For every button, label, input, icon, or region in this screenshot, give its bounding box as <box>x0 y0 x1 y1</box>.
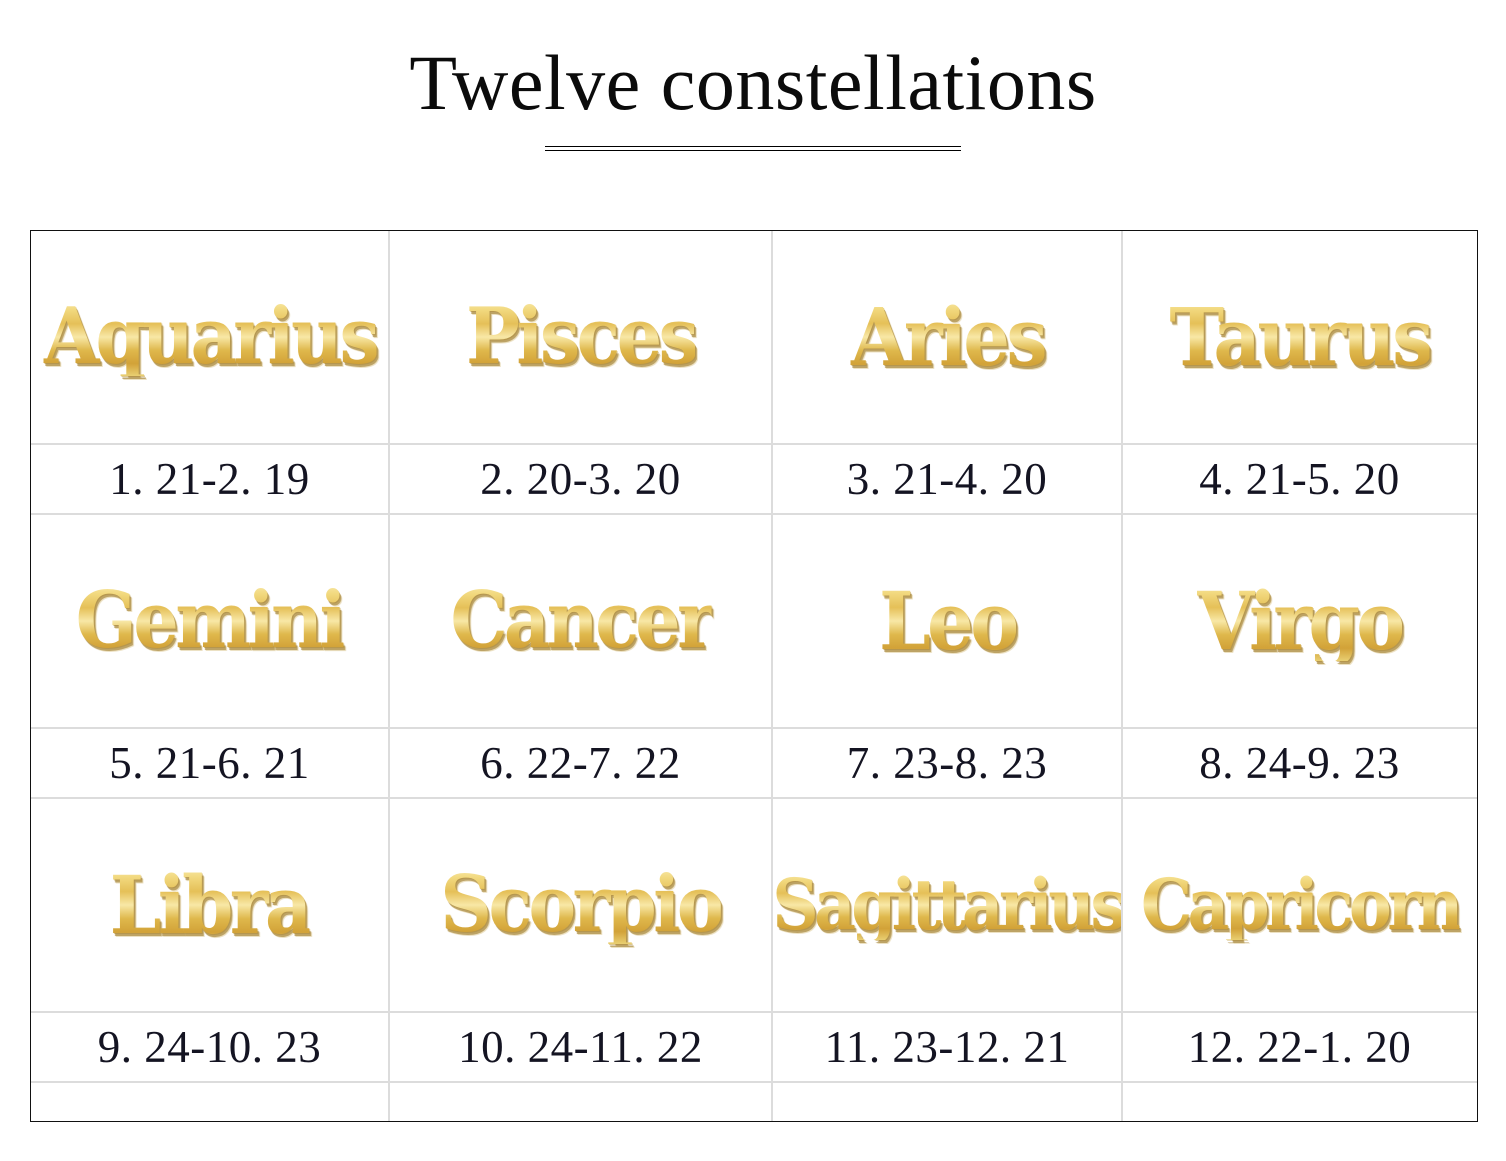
sign-name-label: Capricorn <box>1140 863 1464 946</box>
zodiac-cell-taurus[interactable]: Taurus <box>1121 231 1476 443</box>
zodiac-cell-cancer[interactable]: Cancer <box>388 515 771 727</box>
sign-name-label: Aries <box>850 290 1047 384</box>
date-cell-aries: 3. 21-4. 20 <box>771 445 1121 513</box>
zodiac-cell-aquarius[interactable]: Aquarius <box>31 231 388 443</box>
date-cell-virgo: 8. 24-9. 23 <box>1121 729 1476 797</box>
zodiac-cell-virgo[interactable]: Virgo <box>1121 515 1476 727</box>
table-row-dates-1: 1. 21-2. 19 2. 20-3. 20 3. 21-4. 20 4. 2… <box>31 443 1477 515</box>
sign-name-label: Gemini <box>75 575 347 666</box>
table-row-names-3: Libra Scorpio Sagittarius Capricorn <box>31 799 1477 1011</box>
zodiac-cell-capricorn[interactable]: Capricorn <box>1121 799 1476 1011</box>
empty-cell-1 <box>31 1083 388 1121</box>
date-range-label: 10. 24-11. 22 <box>458 1021 703 1072</box>
date-cell-scorpio: 10. 24-11. 22 <box>388 1013 771 1081</box>
sign-name-label: Libra <box>109 858 313 952</box>
date-range-label: 2. 20-3. 20 <box>480 453 681 504</box>
date-range-label: 12. 22-1. 20 <box>1187 1021 1412 1072</box>
date-range-label: 3. 21-4. 20 <box>846 453 1048 504</box>
date-range-label: 9. 24-10. 23 <box>97 1021 322 1072</box>
date-cell-aquarius: 1. 21-2. 19 <box>31 445 388 513</box>
page-title: Twelve constellations <box>409 39 1097 126</box>
date-range-label: 11. 23-12. 21 <box>824 1021 1070 1072</box>
sign-name-label: Sagittarius <box>772 863 1121 946</box>
date-range-label: 5. 21-6. 21 <box>109 737 310 788</box>
date-range-label: 8. 24-9. 23 <box>1199 737 1400 788</box>
empty-cell-4 <box>1121 1083 1476 1121</box>
sign-name-label: Aquarius <box>43 291 379 382</box>
date-cell-pisces: 2. 20-3. 20 <box>388 445 771 513</box>
table-row-names-2: Gemini Cancer Leo Virgo <box>31 515 1477 727</box>
sign-name-label: Leo <box>878 574 1019 668</box>
zodiac-cell-aries[interactable]: Aries <box>771 231 1121 443</box>
table-row-names-1: Aquarius Pisces Aries Taurus <box>31 231 1477 443</box>
title-divider-rule <box>545 145 961 151</box>
table-row-dates-3: 9. 24-10. 23 10. 24-11. 22 11. 23-12. 21… <box>31 1011 1477 1083</box>
empty-cell-2 <box>388 1083 771 1121</box>
sign-name-label: Taurus <box>1169 290 1433 384</box>
sign-name-label: Cancer <box>450 575 715 666</box>
title-block: Twelve constellations <box>0 42 1506 151</box>
sign-name-label: Pisces <box>465 291 699 382</box>
sign-name-label: Virgo <box>1197 574 1405 668</box>
table-row-empty <box>31 1083 1477 1121</box>
date-cell-cancer: 6. 22-7. 22 <box>388 729 771 797</box>
date-range-label: 4. 21-5. 20 <box>1199 453 1400 504</box>
date-range-label: 7. 23-8. 23 <box>846 737 1048 788</box>
zodiac-grid: Aquarius Pisces Aries Taurus 1. 21-2. 19… <box>31 231 1477 1121</box>
date-range-label: 1. 21-2. 19 <box>109 453 310 504</box>
zodiac-cell-libra[interactable]: Libra <box>31 799 388 1011</box>
date-cell-libra: 9. 24-10. 23 <box>31 1013 388 1081</box>
zodiac-cell-leo[interactable]: Leo <box>771 515 1121 727</box>
sign-name-label: Scorpio <box>440 859 724 950</box>
zodiac-cell-scorpio[interactable]: Scorpio <box>388 799 771 1011</box>
date-range-label: 6. 22-7. 22 <box>480 737 681 788</box>
zodiac-cell-sagittarius[interactable]: Sagittarius <box>771 799 1121 1011</box>
date-cell-leo: 7. 23-8. 23 <box>771 729 1121 797</box>
date-cell-taurus: 4. 21-5. 20 <box>1121 445 1476 513</box>
date-cell-sagittarius: 11. 23-12. 21 <box>771 1013 1121 1081</box>
empty-cell-3 <box>771 1083 1121 1121</box>
date-cell-gemini: 5. 21-6. 21 <box>31 729 388 797</box>
date-cell-capricorn: 12. 22-1. 20 <box>1121 1013 1476 1081</box>
zodiac-table: Aquarius Pisces Aries Taurus 1. 21-2. 19… <box>30 230 1478 1122</box>
table-row-dates-2: 5. 21-6. 21 6. 22-7. 22 7. 23-8. 23 8. 2… <box>31 727 1477 799</box>
zodiac-cell-gemini[interactable]: Gemini <box>31 515 388 727</box>
zodiac-cell-pisces[interactable]: Pisces <box>388 231 771 443</box>
